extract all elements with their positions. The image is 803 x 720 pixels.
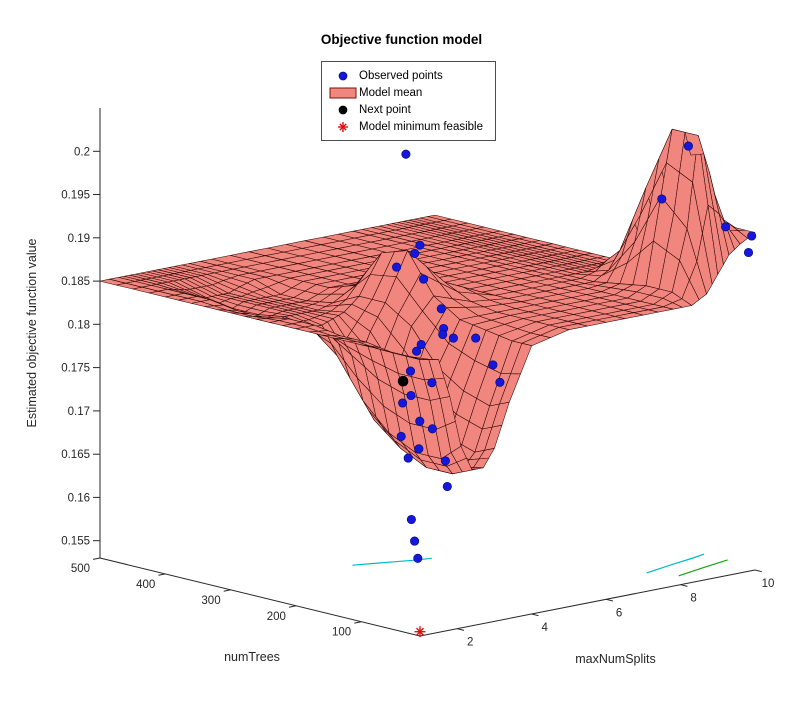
- observed-point-marker: [412, 346, 422, 356]
- floor-contour-line: [646, 553, 705, 574]
- observed-point-marker: [415, 240, 425, 250]
- x-tick: [531, 613, 539, 617]
- axis-labels: maxNumSplits numTrees Estimated objective …: [25, 238, 656, 666]
- x-axis-label: maxNumSplits: [575, 652, 656, 666]
- observed-point-marker: [427, 424, 437, 434]
- observed-point-marker: [440, 456, 450, 466]
- legend-item-model-minimum-feasible: Model minimum feasible: [327, 118, 483, 135]
- z-tick-label: 0.195: [61, 190, 90, 202]
- observed-point-marker-icon: [327, 69, 359, 83]
- y-tick-label: 300: [201, 595, 220, 607]
- legend-label: Observed points: [359, 69, 443, 82]
- observed-point-marker: [406, 514, 416, 525]
- legend-label: Model mean: [359, 86, 423, 99]
- observed-point-marker: [448, 333, 458, 343]
- y-tick: [288, 605, 296, 608]
- next-point-marker-icon: [327, 103, 359, 117]
- floor-contour-line: [352, 557, 432, 566]
- chart-title: Objective function model: [320, 32, 483, 47]
- legend-item-next-point: Next point: [327, 101, 483, 118]
- min-feasible-asterisk-icon: [327, 120, 359, 134]
- x-tick: [754, 569, 762, 573]
- observed-point-marker: [415, 416, 425, 426]
- y-tick: [223, 589, 231, 592]
- legend: Observed points Model mean Next point Mo…: [321, 61, 496, 141]
- z-tick-label: 0.175: [61, 363, 90, 375]
- legend-item-observed-points: Observed points: [327, 67, 483, 84]
- observed-point-marker: [410, 536, 420, 546]
- y-tick: [93, 557, 101, 560]
- observed-point-marker: [401, 149, 411, 159]
- z-axis-label: Estimated objective function value: [25, 238, 39, 427]
- floor-contour-line: [678, 559, 728, 577]
- observed-point-marker: [438, 329, 448, 340]
- z-tick-label: 0.18: [68, 319, 90, 331]
- observed-point-marker: [410, 248, 420, 258]
- legend-label: Model minimum feasible: [359, 120, 483, 133]
- x-tick-label: 10: [762, 578, 775, 590]
- observed-point-marker: [683, 141, 693, 151]
- observed-point-marker: [403, 453, 413, 463]
- y-axis-line: [99, 557, 421, 637]
- y-tick-label: 500: [71, 563, 90, 575]
- observed-points-group: [392, 141, 757, 563]
- observed-point-marker: [657, 194, 667, 204]
- z-tick-label: 0.19: [68, 233, 90, 245]
- y-tick-label: 400: [136, 579, 155, 591]
- observed-point-marker: [392, 262, 402, 272]
- y-axis-label: numTrees: [224, 650, 280, 664]
- y-tick: [354, 621, 362, 624]
- y-tick: [158, 573, 166, 576]
- observed-point-marker: [743, 247, 754, 258]
- observed-point-marker: [442, 481, 452, 492]
- x-tick-label: 8: [690, 593, 696, 605]
- z-tick-label: 0.16: [68, 492, 90, 504]
- z-tick-label: 0.2: [74, 146, 90, 158]
- observed-point-marker: [488, 360, 498, 370]
- observed-point-marker: [436, 304, 446, 314]
- observed-point-marker: [747, 231, 757, 241]
- tick-labels: 2 4 6 8 10 100 200 300 400 500 0.155 0.16 0.165 0.17 0…: [61, 146, 774, 648]
- observed-point-marker: [414, 444, 424, 454]
- floor-contours: [352, 553, 728, 577]
- x-tick: [680, 584, 688, 587]
- observed-point-marker: [721, 222, 731, 232]
- x-tick-label: 6: [616, 607, 622, 619]
- observed-point-marker: [406, 390, 416, 401]
- observed-point-marker: [427, 378, 437, 388]
- observed-point-marker: [495, 377, 505, 387]
- z-tick-label: 0.185: [61, 276, 90, 288]
- y-tick-label: 200: [267, 611, 286, 623]
- next-point-marker: [397, 375, 409, 387]
- x-tick-label: 2: [467, 637, 473, 649]
- z-tick-label: 0.155: [61, 536, 90, 548]
- observed-point-marker: [396, 431, 406, 441]
- x-axis-line: [419, 569, 756, 637]
- observed-point-marker: [416, 339, 426, 350]
- observed-point-marker: [471, 333, 481, 343]
- min-feasible-marker: [414, 626, 426, 638]
- model-mean-patch-icon: [327, 86, 359, 100]
- model-mean-surface: [99, 128, 756, 475]
- observed-point-marker: [398, 398, 408, 408]
- observed-point-marker: [413, 553, 423, 563]
- x-tick: [457, 628, 465, 631]
- observed-point-marker: [405, 366, 416, 376]
- z-tick-label: 0.17: [68, 406, 90, 418]
- legend-label: Next point: [359, 103, 411, 116]
- legend-item-model-mean: Model mean: [327, 84, 483, 101]
- x-tick-label: 4: [541, 622, 548, 634]
- axes: [93, 108, 762, 637]
- z-tick-label: 0.165: [61, 449, 90, 461]
- observed-point-marker: [419, 274, 429, 284]
- x-tick: [605, 598, 614, 602]
- y-tick-label: 100: [332, 627, 351, 639]
